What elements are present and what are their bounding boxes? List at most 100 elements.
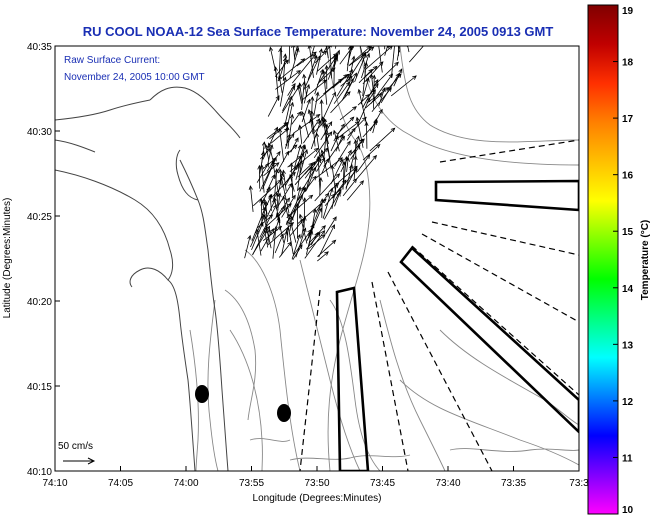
current-vector — [267, 95, 280, 117]
current-vector — [314, 50, 328, 64]
current-vector — [323, 123, 329, 161]
current-vector — [294, 46, 298, 58]
current-vector — [282, 85, 295, 111]
current-vector — [310, 46, 315, 59]
current-vector — [262, 197, 268, 214]
x-tick-label: 73:40 — [435, 478, 460, 489]
x-axis-label: Longitude (Degrees:Minutes) — [253, 493, 382, 504]
current-vector — [259, 164, 265, 193]
colorbar-tick-label: 18 — [622, 58, 634, 69]
current-vector — [260, 228, 274, 252]
colorbar-tick-label: 17 — [622, 114, 634, 125]
y-axis: 40:10 40:15 40:20 40:25 40:30 40:35 — [27, 42, 60, 478]
annotation-line1: Raw Surface Current: — [64, 55, 160, 66]
current-vector — [266, 203, 292, 227]
current-vector — [305, 166, 314, 192]
current-vector — [369, 108, 383, 132]
current-vector — [302, 197, 307, 228]
scale-label: 50 cm/s — [58, 441, 93, 452]
current-vector — [277, 58, 306, 82]
current-vector — [262, 156, 277, 190]
colorbar-tick-label: 10 — [622, 505, 634, 516]
current-vector — [313, 91, 320, 117]
current-vector — [323, 74, 349, 95]
current-vector — [353, 155, 358, 181]
current-vector — [319, 99, 324, 126]
current-vector — [297, 162, 314, 178]
current-vector — [301, 158, 322, 191]
current-vector — [308, 225, 326, 244]
current-vector — [340, 149, 352, 173]
current-vector — [285, 220, 294, 255]
current-vector — [308, 207, 322, 239]
current-vector — [325, 216, 337, 235]
current-vector — [282, 195, 291, 225]
x-tick-label: 73:3 — [569, 478, 589, 489]
colorbar-tick-label: 15 — [622, 227, 634, 238]
current-vector — [300, 149, 308, 174]
current-vector — [263, 162, 280, 177]
current-vector — [344, 72, 357, 97]
current-vector — [364, 46, 393, 71]
station-marker — [195, 385, 209, 403]
current-vector — [304, 229, 326, 259]
y-tick-label: 40:10 — [27, 467, 52, 478]
current-vector — [248, 185, 254, 212]
current-vector — [369, 127, 396, 152]
sector-lines — [299, 139, 579, 471]
current-vector — [355, 154, 377, 181]
current-vector — [366, 89, 376, 104]
current-vector — [352, 138, 364, 154]
current-vector — [298, 213, 308, 244]
current-vector — [274, 233, 284, 254]
colorbar-tick-label: 14 — [622, 284, 634, 295]
colorbar-tick-label: 13 — [622, 340, 634, 351]
current-vector — [324, 193, 336, 207]
current-vector — [284, 95, 293, 127]
current-vector — [330, 158, 344, 185]
current-vector — [390, 75, 417, 97]
current-vector — [301, 98, 311, 123]
x-tick-label: 73:50 — [304, 478, 329, 489]
x-tick-label: 73:35 — [501, 478, 526, 489]
current-vector — [359, 46, 366, 68]
current-vector — [327, 49, 340, 80]
current-vector — [306, 166, 317, 190]
current-vector — [323, 117, 329, 137]
current-vector — [316, 157, 326, 172]
current-vector — [356, 154, 371, 173]
current-vector — [277, 127, 285, 162]
current-vector — [317, 52, 338, 72]
current-vector — [354, 53, 367, 83]
x-tick-label: 73:55 — [239, 478, 264, 489]
current-vector — [326, 46, 332, 51]
colorbar-tick-label: 19 — [622, 6, 634, 17]
coastline — [55, 86, 241, 471]
annotation-line2: November 24, 2005 10:00 GMT — [64, 72, 205, 83]
current-vector — [287, 113, 295, 149]
x-axis: 74:10 74:05 74:00 73:55 73:50 73:45 73:40 73:35… — [42, 466, 589, 489]
x-tick-label: 74:00 — [173, 478, 198, 489]
current-vector — [261, 193, 273, 217]
current-vector — [308, 202, 323, 237]
scale-arrow — [63, 457, 96, 465]
current-vector — [256, 162, 269, 183]
current-vector — [341, 161, 347, 190]
plot-area — [54, 45, 580, 472]
current-vectors — [244, 46, 424, 262]
colorbar: 10 11 12 13 14 15 16 17 18 19 Temperature (°C) — [587, 4, 651, 516]
current-vector — [338, 165, 358, 183]
current-vector — [308, 234, 326, 250]
current-vector — [325, 46, 329, 59]
current-vector — [281, 230, 288, 256]
current-vector — [346, 127, 356, 141]
current-vector — [303, 55, 321, 90]
current-vector — [407, 46, 410, 53]
current-vector — [378, 87, 386, 107]
current-vector — [358, 68, 373, 84]
current-vector — [362, 61, 384, 85]
current-vector — [244, 234, 252, 259]
current-vector — [318, 224, 335, 258]
current-vector — [339, 106, 357, 121]
